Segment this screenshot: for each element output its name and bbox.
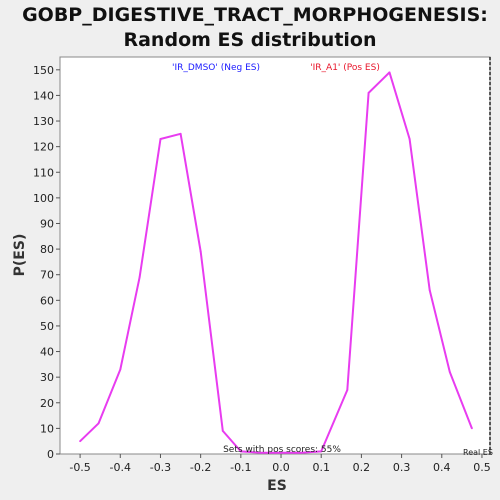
y-tick-label: 120 [33,141,54,154]
series-line-0 [79,71,473,454]
y-tick-label: 80 [40,243,54,256]
data-point [448,371,451,373]
data-point [471,427,473,430]
data-point [79,440,81,443]
data-point [221,430,224,432]
y-tick-label: 40 [40,346,54,359]
y-axis-label: P(ES) [12,234,28,277]
x-tick-label: -0.2 [190,461,211,474]
x-tick-label: -0.4 [110,461,131,474]
data-point [179,132,182,135]
x-tick-label: -0.3 [150,461,171,474]
data-point [159,138,162,140]
x-tick-label: 0.3 [393,461,411,474]
legend-pos: 'IR_A1' (Pos ES) [310,63,380,73]
x-tick-label: 0.2 [353,461,371,474]
data-point [428,289,431,291]
x-tick-label: -0.1 [230,461,251,474]
data-point [97,422,100,425]
data-point [199,250,202,253]
legend-neg: 'IR_DMSO' (Neg ES) [172,63,260,73]
plot-area [59,56,491,455]
x-axis-label: ES [267,478,287,494]
y-tick-label: 20 [40,397,54,410]
x-tick-label: 0.0 [272,461,290,474]
x-tick-label: 0.5 [473,461,491,474]
data-point [239,450,242,453]
data-point [320,450,323,453]
y-tick-label: 30 [40,371,54,384]
y-tick-label: 130 [33,115,54,128]
chart-title-line1: GOBP_DIGESTIVE_TRACT_MORPHOGENESIS: [22,4,488,26]
y-tick-label: 100 [33,192,54,205]
y-tick-label: 150 [33,64,54,77]
y-tick-label: 10 [40,422,54,435]
y-tick-label: 60 [40,294,54,307]
y-tick-label: 90 [40,217,54,230]
x-axis: -0.5 -0.4 -0.3 -0.2 -0.1 0.0 0.1 0.2 0.3 0.4 0.5 [69,454,491,474]
data-point [280,451,282,454]
x-tick-label: -0.5 [69,461,90,474]
real-es-label: Real ES [463,448,493,457]
data-point [408,138,411,140]
data-point [346,389,349,391]
chart-title-line2: Random ES distribution [123,29,376,51]
x-tick-label: 0.1 [312,461,330,474]
pos-scores-annotation: Sets with pos scores: 55% [223,445,341,455]
data-point [119,368,122,371]
series-group [79,71,473,454]
y-tick-label: 50 [40,320,54,333]
y-tick-label: 110 [33,166,54,179]
data-point [260,451,262,454]
y-axis: 0 10 20 30 40 50 60 70 80 90 100 110 120 130 140 150 [33,64,60,461]
data-point [388,71,391,74]
y-tick-label: 70 [40,269,54,282]
y-tick-label: 140 [33,89,54,102]
data-point [367,91,370,94]
y-tick-label: 0 [47,448,54,461]
data-point [138,276,141,279]
x-tick-label: 0.4 [433,461,451,474]
data-point [300,451,303,454]
